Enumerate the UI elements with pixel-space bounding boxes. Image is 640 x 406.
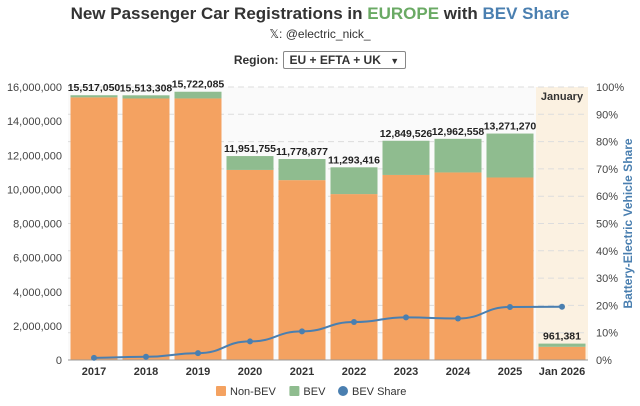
- bar-bev: [70, 95, 118, 98]
- bev-share-point: [507, 304, 513, 311]
- bar-bev: [382, 140, 430, 175]
- region-select[interactable]: EU + EFTA + UK ▼: [282, 51, 407, 69]
- bev-share-point: [559, 303, 565, 310]
- y2-tick-label: 40%: [596, 246, 618, 258]
- x-tick-label: 2022: [342, 366, 366, 378]
- bev-share-point: [351, 319, 357, 326]
- bar-total-label: 13,271,270: [484, 121, 537, 133]
- region-value: EU + EFTA + UK: [289, 53, 381, 67]
- y-tick-label: 12,000,000: [7, 150, 62, 162]
- chevron-down-icon: ▼: [390, 56, 400, 66]
- y-tick-label: 14,000,000: [7, 116, 62, 128]
- annotation-label: January: [541, 91, 584, 103]
- bev-share-point: [91, 354, 97, 361]
- title-bev-share: BEV Share: [482, 4, 570, 23]
- title-text: with: [439, 4, 483, 23]
- y-tick-label: 0: [56, 355, 62, 367]
- x-tick-label: 2018: [134, 366, 158, 378]
- bar-nonbev: [70, 97, 118, 361]
- bar-nonbev: [330, 194, 378, 360]
- bar-nonbev: [122, 98, 170, 360]
- region-label: Region:: [233, 53, 279, 67]
- bar-nonbev: [434, 172, 482, 360]
- y2-tick-label: 30%: [596, 273, 618, 285]
- y-tick-label: 2,000,000: [13, 321, 62, 333]
- bar-bev: [278, 159, 326, 181]
- bev-share-point: [247, 338, 253, 345]
- y2-tick-label: 60%: [596, 191, 618, 203]
- bar-nonbev: [226, 169, 274, 360]
- bar-total-label: 12,962,558: [432, 126, 485, 138]
- legend-label: BEV: [303, 386, 326, 398]
- x-tick-label: 2021: [290, 366, 314, 378]
- bar-bev: [174, 91, 222, 99]
- x-tick-label: 2017: [82, 366, 106, 378]
- x-tick-label: 2024: [446, 366, 471, 378]
- bar-nonbev: [382, 174, 430, 360]
- bar-total-label: 12,849,526: [380, 128, 433, 140]
- bar-total-label: 15,513,308: [120, 82, 173, 94]
- y2-tick-label: 80%: [596, 137, 618, 149]
- legend-swatch: [338, 386, 348, 396]
- y2-tick-label: 70%: [596, 164, 618, 176]
- y-tick-label: 8,000,000: [13, 219, 62, 231]
- bar-nonbev: [486, 177, 534, 360]
- bev-share-line: [93, 305, 563, 359]
- y-tick-label: 16,000,000: [7, 82, 62, 94]
- x-tick-label: 2020: [238, 366, 262, 378]
- y2-axis-label: Battery-Electric Vehicle Share: [621, 138, 635, 308]
- bar-total-label: 15,722,085: [172, 79, 225, 91]
- y2-tick-label: 10%: [596, 328, 618, 340]
- x-tick-label: 2023: [394, 366, 418, 378]
- bev-share-point: [455, 315, 461, 322]
- bar-bev: [122, 95, 170, 99]
- y-tick-label: 4,000,000: [13, 287, 62, 299]
- bar-total-label: 11,778,877: [276, 146, 328, 158]
- bar-total-label: 961,381: [543, 331, 581, 343]
- bar-bev: [486, 133, 534, 178]
- bev-share-point: [299, 328, 305, 335]
- y2-tick-label: 100%: [596, 82, 624, 94]
- bar-bev: [226, 156, 274, 170]
- region-filter: Region: EU + EFTA + UK ▼: [0, 51, 640, 69]
- y2-tick-label: 0%: [596, 355, 612, 367]
- bar-total-label: 11,951,755: [224, 143, 276, 155]
- y-tick-label: 6,000,000: [13, 253, 62, 265]
- title-europe: EUROPE: [367, 4, 440, 23]
- bev-share-point: [143, 353, 149, 360]
- y2-tick-label: 50%: [596, 219, 618, 231]
- chart-title: New Passenger Car Registrations in EUROP…: [0, 4, 640, 24]
- bar-bev: [434, 138, 482, 173]
- subtitle: 𝕏: @electric_nick_: [269, 27, 371, 41]
- bar-total-label: 11,293,416: [328, 154, 380, 166]
- x-tick-label: Jan 2026: [539, 366, 585, 378]
- legend-swatch: [289, 386, 300, 396]
- bev-share-point: [403, 314, 409, 321]
- x-tick-label: 2025: [498, 366, 522, 378]
- bar-nonbev: [538, 346, 586, 360]
- legend-swatch: [216, 386, 226, 396]
- x-tick-label: 2019: [186, 366, 210, 378]
- y2-tick-label: 90%: [596, 109, 618, 121]
- legend-label: BEV Share: [352, 386, 406, 398]
- bar-total-label: 15,517,050: [68, 82, 121, 94]
- bar-bev: [330, 167, 378, 195]
- title-text: New Passenger Car Registrations in: [70, 4, 368, 23]
- bar-nonbev: [174, 98, 222, 361]
- y2-tick-label: 20%: [596, 300, 618, 312]
- bar-bev: [538, 343, 586, 347]
- legend-label: Non-BEV: [230, 386, 277, 398]
- bev-share-point: [195, 350, 201, 357]
- y-tick-label: 10,000,000: [7, 184, 62, 196]
